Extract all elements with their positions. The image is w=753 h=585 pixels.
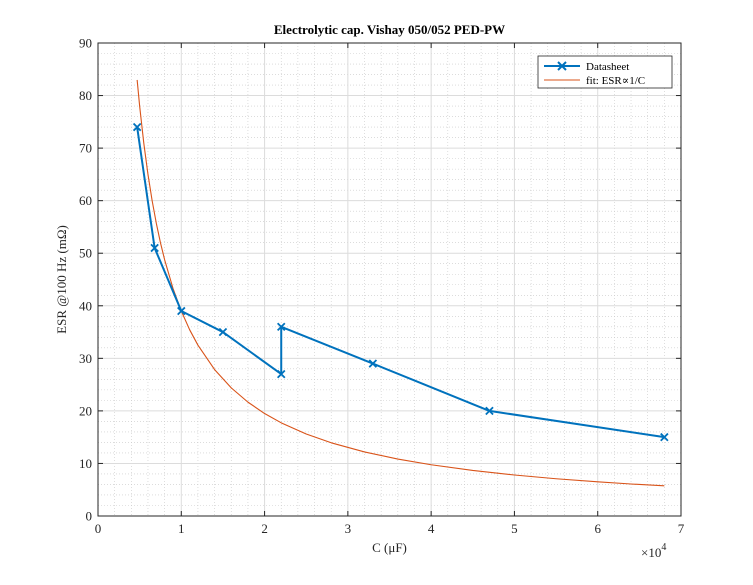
- series-layer: [132, 79, 669, 487]
- data-point-marker: [218, 327, 228, 337]
- x-axis-label: C (μF): [372, 540, 407, 555]
- y-tick-label: 10: [79, 456, 92, 471]
- y-tick-label: 70: [79, 141, 92, 156]
- minor-grid: [98, 43, 681, 516]
- series-fit-line: [136, 79, 665, 487]
- y-tick-label: 60: [79, 193, 92, 208]
- x-tick-label: 1: [178, 521, 185, 536]
- y-tick-label: 40: [79, 298, 92, 313]
- y-axis-label: ESR @100 Hz (mΩ): [54, 225, 69, 334]
- x-exponent-power: 4: [661, 542, 666, 553]
- legend-box: [537, 55, 673, 89]
- data-point-marker: [485, 406, 494, 416]
- legend-marker-datasheet: [557, 61, 567, 71]
- x-tick-label: 6: [594, 521, 601, 536]
- plot-frame: [97, 42, 682, 517]
- x-exponent-base: ×10: [641, 545, 661, 560]
- x-tick-label: 7: [678, 521, 685, 536]
- tick-marks: [97, 42, 682, 517]
- x-tick-label: 5: [511, 521, 518, 536]
- data-point-marker: [660, 432, 669, 442]
- data-point-marker: [150, 243, 159, 253]
- x-exponent-label: ×104: [641, 542, 666, 560]
- data-point-marker: [132, 122, 142, 132]
- legend-label-datasheet: Datasheet: [586, 61, 629, 73]
- data-point-marker: [177, 306, 186, 316]
- legend-label-fit: fit: ESR∝1/C: [586, 75, 645, 87]
- x-tick-label: 3: [345, 521, 352, 536]
- plot-area: [98, 43, 681, 516]
- y-tick-label: 90: [79, 36, 92, 51]
- x-tick-label: 0: [95, 521, 102, 536]
- y-tick-labels: 0 10 20 30 40 50 60 70 80 90: [79, 36, 92, 524]
- data-point-marker: [368, 359, 378, 368]
- x-tick-label: 2: [261, 521, 268, 536]
- y-tick-label: 30: [79, 351, 92, 366]
- data-point-marker: [276, 322, 286, 332]
- x-tick-labels: 0 1 2 3 4 5 6 7: [95, 521, 685, 536]
- y-tick-label: 80: [79, 88, 92, 103]
- data-point-marker: [276, 369, 286, 379]
- y-tick-label: 0: [86, 509, 93, 524]
- y-tick-label: 20: [79, 403, 92, 418]
- x-tick-label: 4: [428, 521, 435, 536]
- legend: Datasheet fit: ESR∝1/C: [537, 55, 673, 89]
- y-tick-label: 50: [79, 246, 92, 261]
- chart-title: Electrolytic cap. Vishay 050/052 PED-PW: [274, 22, 505, 37]
